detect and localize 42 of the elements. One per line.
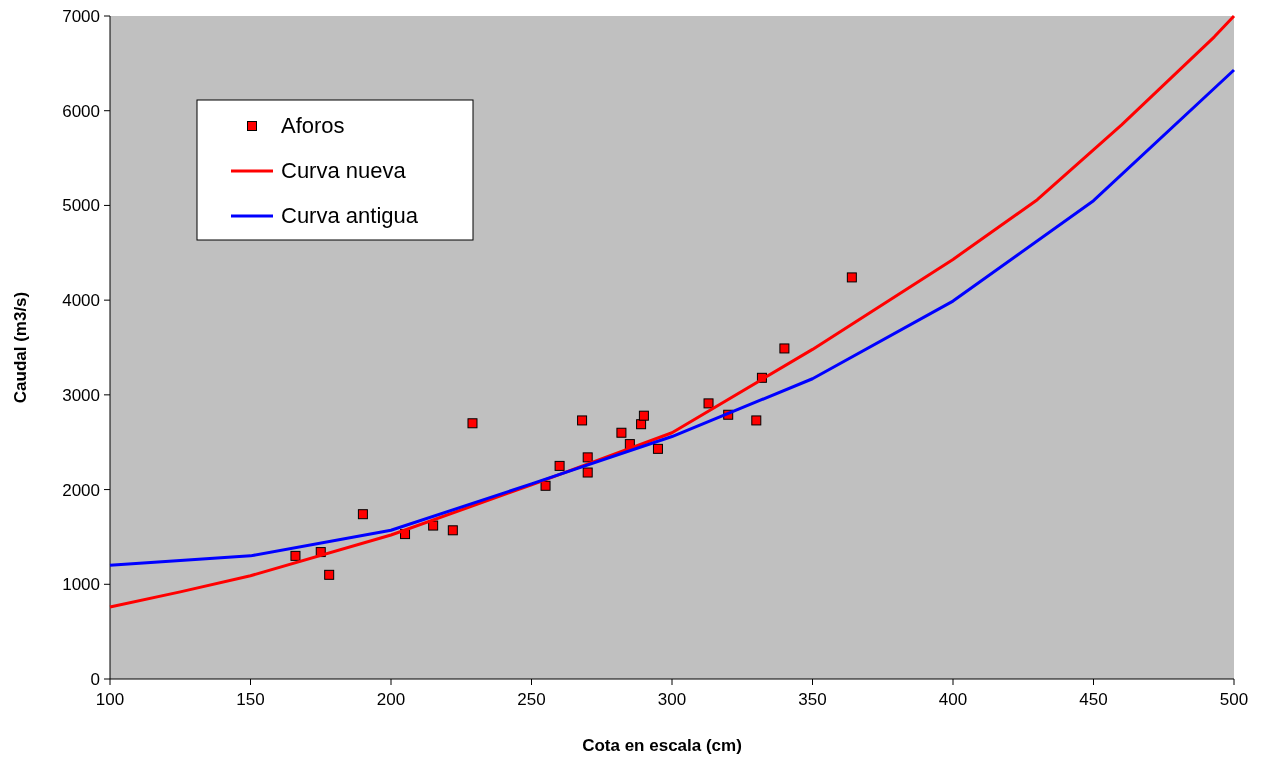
point xyxy=(540,480,551,491)
y-tick-label: 2000 xyxy=(62,480,100,500)
y-tick-label: 1000 xyxy=(62,575,100,595)
line-series xyxy=(108,68,1236,567)
point xyxy=(357,509,368,520)
point xyxy=(324,569,335,580)
legend-label: Curva antigua xyxy=(281,203,419,228)
x-tick-label: 400 xyxy=(938,690,968,709)
line-series xyxy=(108,14,1236,609)
x-axis-title: Cota en escala (cm) xyxy=(582,736,742,755)
point xyxy=(582,452,593,463)
point xyxy=(447,525,458,536)
point xyxy=(652,443,663,454)
point xyxy=(751,415,762,426)
x-tick-label: 500 xyxy=(1219,690,1249,709)
x-tick-label: 250 xyxy=(517,690,546,709)
x-tick-label: 300 xyxy=(657,690,687,709)
x-tick-label: 450 xyxy=(1079,690,1108,709)
x-tick-label: 150 xyxy=(236,690,265,709)
x-tick-label: 200 xyxy=(376,690,406,709)
legend-label: Curva nueva xyxy=(281,158,407,183)
y-tick-label: 7000 xyxy=(62,7,100,26)
point xyxy=(467,418,478,429)
point xyxy=(703,398,714,409)
y-axis-title: Caudal (m3/s) xyxy=(11,291,30,404)
point xyxy=(290,550,301,561)
point xyxy=(428,520,439,531)
y-tick-label: 4000 xyxy=(62,291,100,311)
point xyxy=(582,467,593,478)
legend-label: Aforos xyxy=(281,113,345,138)
point xyxy=(846,272,857,283)
x-tick-label: 100 xyxy=(95,690,125,709)
point xyxy=(577,415,588,426)
point xyxy=(779,343,790,354)
y-tick-label: 0 xyxy=(90,670,100,689)
y-tick-label: 6000 xyxy=(62,101,100,121)
point xyxy=(554,460,565,471)
y-tick-label: 3000 xyxy=(62,385,100,405)
x-tick-label: 350 xyxy=(798,690,827,709)
y-tick-label: 5000 xyxy=(62,196,100,216)
point xyxy=(616,427,627,438)
point xyxy=(638,410,649,421)
